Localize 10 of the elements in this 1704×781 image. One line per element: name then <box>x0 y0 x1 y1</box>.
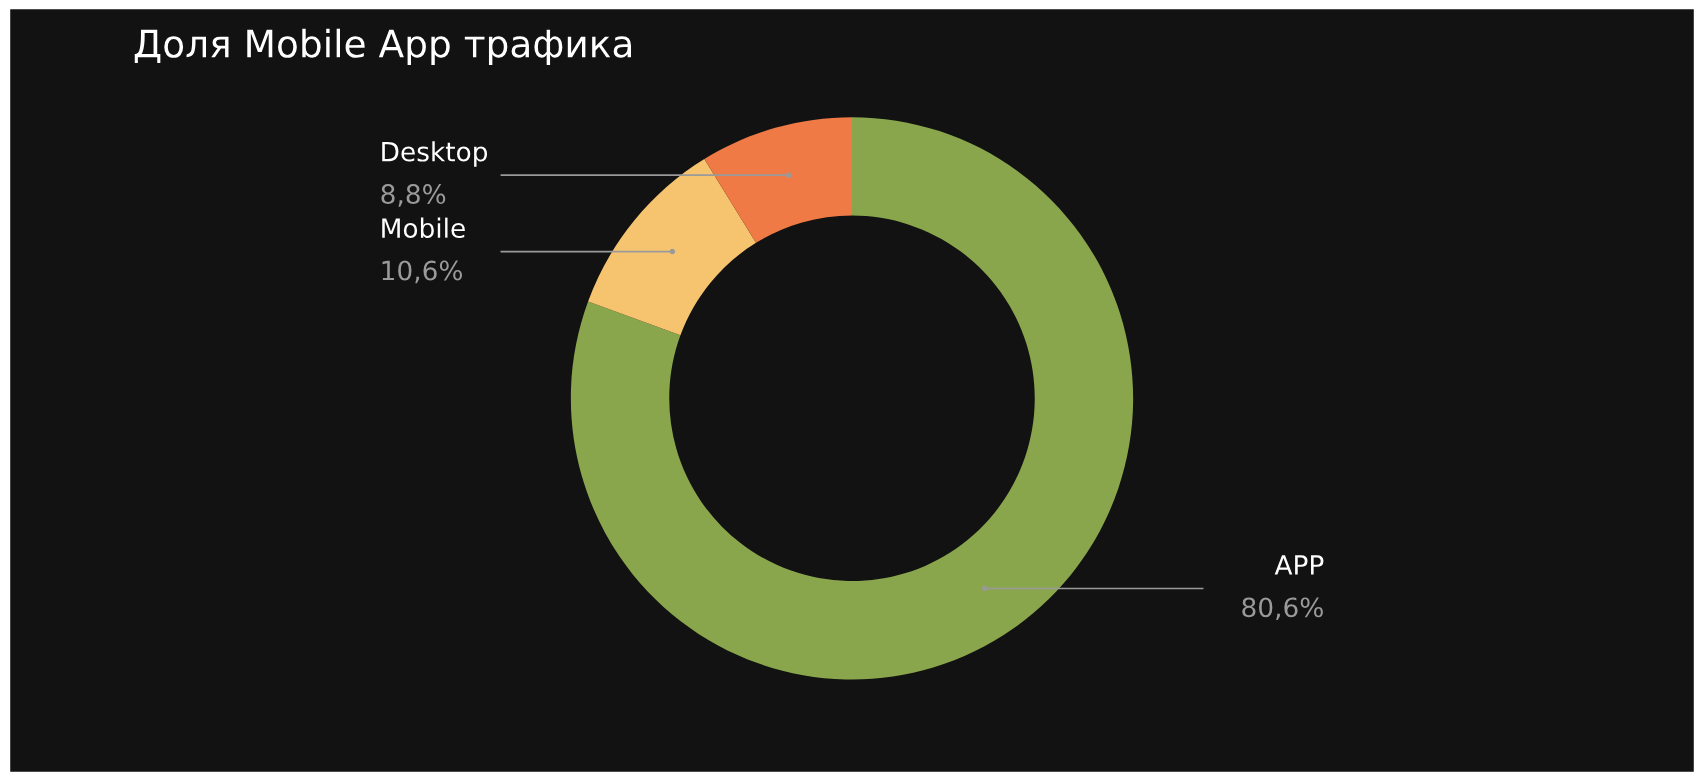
chart-title: Доля Mobile App трафика <box>134 28 631 66</box>
slice-label: Desktop <box>382 141 488 167</box>
donut-slice <box>704 117 852 243</box>
slice-label: Mobile <box>382 217 465 239</box>
donut-slice <box>588 159 757 336</box>
data-label: 80,6% <box>1242 597 1323 621</box>
slice-label: APP <box>1274 555 1324 575</box>
data-label: 8,8% <box>381 184 446 207</box>
data-label: 10,6% <box>382 260 463 284</box>
donut-slice <box>570 117 1134 680</box>
